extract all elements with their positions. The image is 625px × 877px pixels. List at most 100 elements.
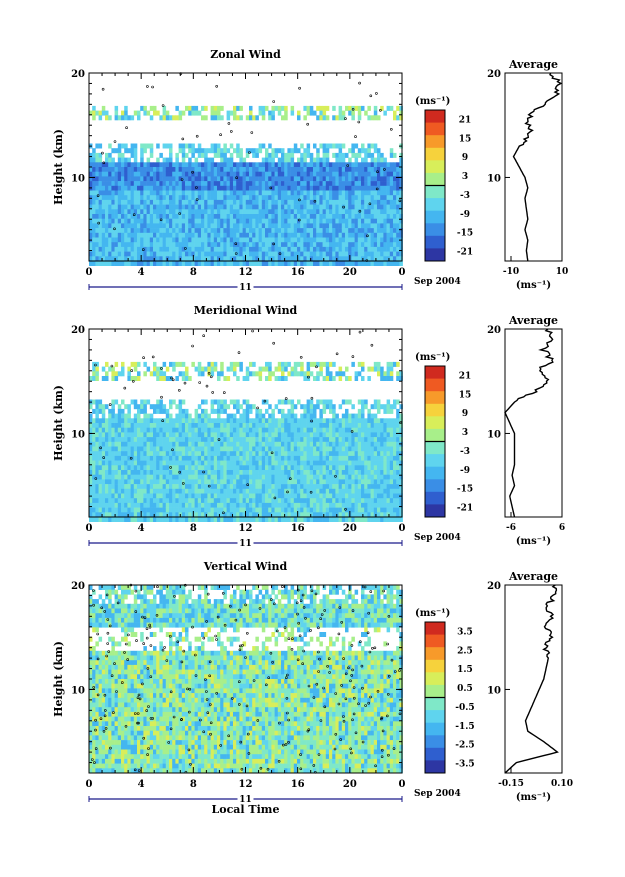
heatmap-cell bbox=[172, 214, 176, 219]
heatmap-cell bbox=[95, 503, 99, 508]
heatmap-cell bbox=[105, 428, 109, 433]
heatmap-cell bbox=[227, 494, 231, 499]
heatmap-cell bbox=[121, 144, 125, 149]
heatmap-cell bbox=[230, 475, 234, 480]
heatmap-cell bbox=[214, 479, 218, 484]
heatmap-cell bbox=[323, 437, 327, 442]
heatmap-cell bbox=[268, 456, 272, 461]
heatmap-cell bbox=[223, 186, 227, 191]
heatmap-cell bbox=[246, 494, 250, 499]
heatmap-cell bbox=[172, 247, 176, 252]
heatmap-cell bbox=[175, 186, 179, 191]
heatmap-cell bbox=[294, 214, 298, 219]
heatmap-cell bbox=[371, 176, 375, 181]
heatmap-cell bbox=[105, 451, 109, 456]
heatmap-cell bbox=[163, 233, 167, 238]
heatmap-cell bbox=[262, 242, 266, 247]
heatmap-cell bbox=[339, 219, 343, 224]
heatmap-cell bbox=[307, 367, 311, 372]
heatmap-cell bbox=[99, 409, 103, 414]
heatmap-cell bbox=[390, 153, 394, 158]
heatmap-cell bbox=[326, 447, 330, 452]
heatmap-cell bbox=[169, 172, 173, 177]
heatmap-cell bbox=[108, 423, 112, 428]
heatmap-cell bbox=[326, 238, 330, 243]
heatmap-cell bbox=[169, 475, 173, 480]
heatmap-cell bbox=[211, 228, 215, 233]
heatmap-cell bbox=[124, 470, 128, 475]
heatmap-cell bbox=[131, 219, 135, 224]
heatmap-cell bbox=[175, 461, 179, 466]
heatmap-cell bbox=[236, 228, 240, 233]
heatmap-cell bbox=[287, 517, 291, 522]
heatmap-cell bbox=[172, 176, 176, 181]
heatmap-cell bbox=[255, 494, 259, 499]
heatmap-cell bbox=[252, 451, 256, 456]
heatmap-cell bbox=[92, 428, 96, 433]
heatmap-cell bbox=[275, 247, 279, 252]
heatmap-cell bbox=[163, 376, 167, 381]
heatmap-cell bbox=[358, 242, 362, 247]
heatmap-cell bbox=[111, 376, 115, 381]
heatmap-cell bbox=[249, 489, 253, 494]
heatmap-cell bbox=[294, 242, 298, 247]
heatmap-cell bbox=[223, 214, 227, 219]
heatmap-cell bbox=[99, 205, 103, 210]
heatmap-cell bbox=[230, 181, 234, 186]
heatmap-cell bbox=[211, 167, 215, 172]
heatmap-cell bbox=[291, 214, 295, 219]
heatmap-cell bbox=[188, 418, 192, 423]
heatmap-cell bbox=[118, 423, 122, 428]
heatmap-cell bbox=[121, 223, 125, 228]
heatmap-cell bbox=[255, 414, 259, 419]
heatmap-cell bbox=[383, 181, 387, 186]
heatmap-cell bbox=[275, 432, 279, 437]
heatmap-cell bbox=[201, 172, 205, 177]
heatmap-cell bbox=[278, 508, 282, 513]
heatmap-cell bbox=[163, 186, 167, 191]
heatmap-cell bbox=[102, 186, 106, 191]
heatmap-cell bbox=[111, 494, 115, 499]
heatmap-cell bbox=[188, 228, 192, 233]
heatmap-cell bbox=[147, 494, 151, 499]
heatmap-cell bbox=[166, 465, 170, 470]
heatmap-cell bbox=[207, 498, 211, 503]
heatmap-cell bbox=[118, 247, 122, 252]
heatmap-cell bbox=[89, 428, 93, 433]
heatmap-cell bbox=[355, 228, 359, 233]
heatmap-cell bbox=[172, 367, 176, 372]
heatmap-cell bbox=[179, 456, 183, 461]
heatmap-cell bbox=[163, 451, 167, 456]
heatmap-cell bbox=[204, 195, 208, 200]
heatmap-cell bbox=[259, 205, 263, 210]
heatmap-cell bbox=[319, 186, 323, 191]
heatmap-cell bbox=[278, 484, 282, 489]
heatmap-cell bbox=[121, 456, 125, 461]
heatmap-cell bbox=[220, 252, 224, 257]
heatmap-cell bbox=[355, 461, 359, 466]
heatmap-cell bbox=[198, 223, 202, 228]
heatmap-cell bbox=[300, 158, 304, 163]
heatmap-cell bbox=[92, 214, 96, 219]
heatmap-cell bbox=[169, 418, 173, 423]
heatmap-cell bbox=[223, 153, 227, 158]
heatmap-cell bbox=[95, 247, 99, 252]
heatmap-cell bbox=[246, 228, 250, 233]
heatmap-cell bbox=[390, 223, 394, 228]
heatmap-cell bbox=[262, 247, 266, 252]
heatmap-cell bbox=[207, 252, 211, 257]
heatmap-cell bbox=[230, 479, 234, 484]
heatmap-cell bbox=[348, 106, 352, 111]
heatmap-cell bbox=[268, 111, 272, 116]
heatmap-cell bbox=[313, 451, 317, 456]
heatmap-cell bbox=[332, 470, 336, 475]
heatmap-cell bbox=[214, 409, 218, 414]
heatmap-cell bbox=[185, 186, 189, 191]
heatmap-cell bbox=[355, 437, 359, 442]
heatmap-cell bbox=[108, 517, 112, 522]
heatmap-cell bbox=[195, 238, 199, 243]
heatmap-cell bbox=[166, 409, 170, 414]
heatmap-cell bbox=[313, 176, 317, 181]
heatmap-cell bbox=[329, 498, 333, 503]
heatmap-cell bbox=[95, 461, 99, 466]
